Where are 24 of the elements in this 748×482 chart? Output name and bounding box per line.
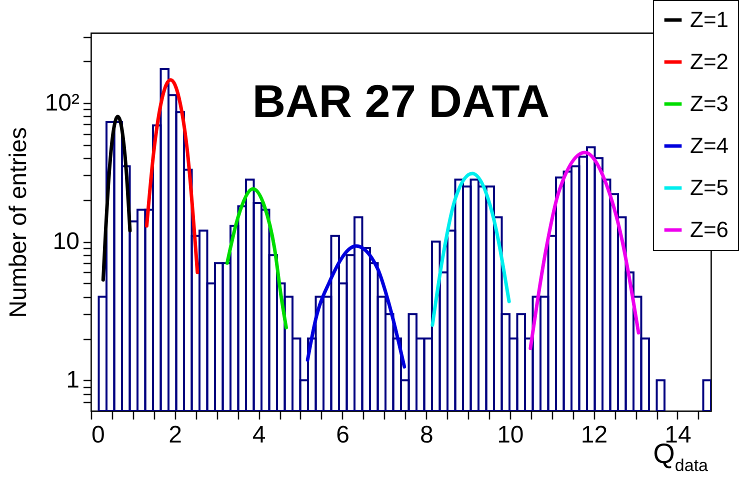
legend-label: Z=3 [690, 91, 729, 116]
x-tick-label: 10 [497, 422, 524, 448]
y-tick-label: 10 [52, 228, 80, 256]
x-tick-label: 8 [420, 422, 434, 448]
line-series [144, 78, 200, 274]
legend-label: Z=1 [690, 7, 729, 32]
x-tick-label: 6 [336, 422, 350, 448]
y-axis-title: Number of entries [4, 127, 32, 318]
x-tick-label: 12 [580, 422, 608, 448]
legend-label: Z=2 [690, 49, 729, 74]
line-series [306, 244, 406, 369]
y-tick-label: 10² [44, 90, 80, 117]
legend-label: Z=5 [690, 175, 729, 200]
line-series [528, 150, 640, 350]
legend-label: Z=6 [690, 217, 729, 242]
legend-label: Z=4 [690, 133, 729, 158]
x-tick-label: 4 [252, 422, 266, 448]
text: BAR 27 DATA [252, 75, 550, 127]
x-tick-label: 2 [168, 422, 182, 448]
line-series [101, 114, 132, 282]
line-series [225, 187, 288, 330]
line-series [430, 172, 511, 327]
y-tick-label: 1 [66, 366, 80, 394]
x-tick-label: 0 [92, 422, 105, 448]
